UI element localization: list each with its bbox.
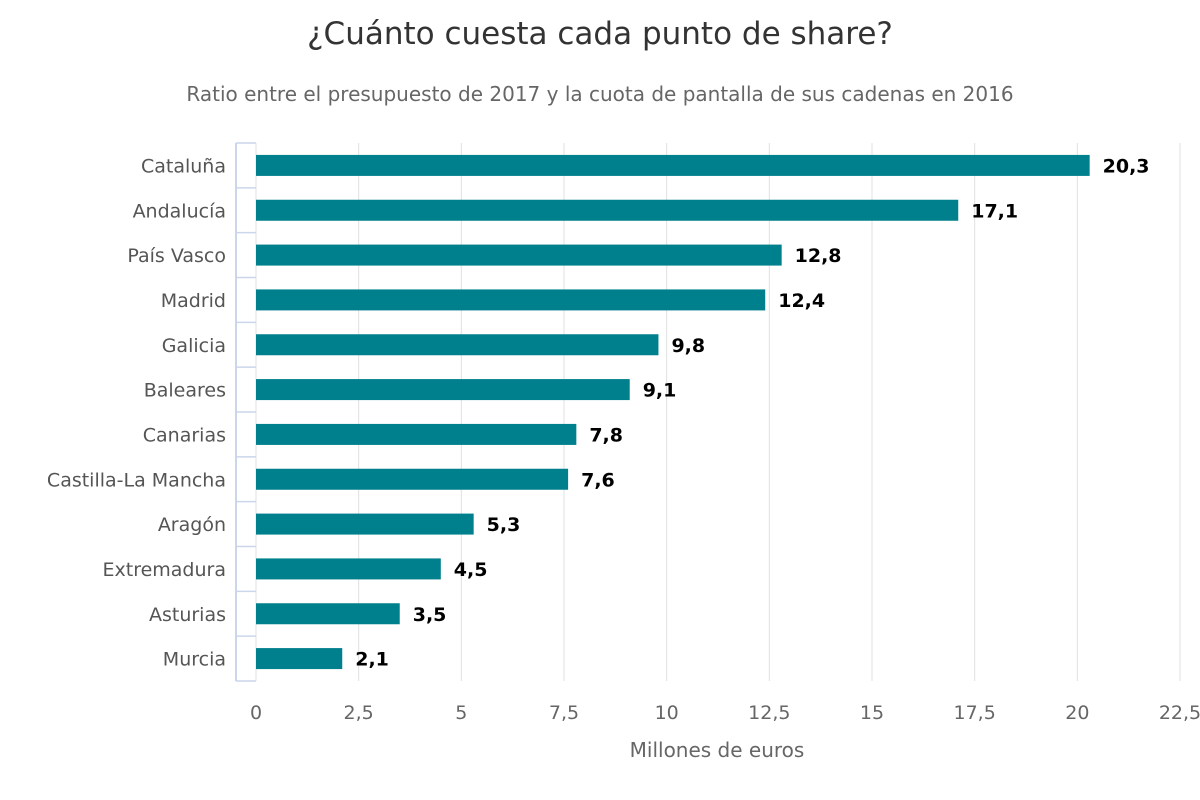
bar bbox=[256, 289, 766, 311]
category-label: Extremadura bbox=[103, 559, 227, 581]
category-label: Galicia bbox=[162, 335, 226, 357]
x-axis-title: Millones de euros bbox=[630, 738, 805, 762]
category-label: Andalucía bbox=[133, 200, 226, 222]
category-labels: Cataluña Andalucía País Vasco Madrid Galicia… bbox=[47, 155, 226, 670]
x-tick-label: 0 bbox=[250, 702, 262, 724]
category-axis bbox=[235, 142, 256, 682]
chart-title: ¿Cuánto cuesta cada punto de share? bbox=[307, 16, 893, 52]
data-label: 3,5 bbox=[413, 604, 447, 626]
bar bbox=[256, 154, 1090, 176]
category-label: País Vasco bbox=[127, 245, 226, 267]
category-label: Canarias bbox=[143, 424, 226, 446]
x-tick-label: 10 bbox=[655, 702, 679, 724]
category-label: Cataluña bbox=[141, 155, 226, 177]
data-label: 2,1 bbox=[355, 649, 389, 671]
bar bbox=[256, 558, 441, 580]
bar bbox=[256, 648, 343, 670]
data-label: 7,6 bbox=[581, 469, 615, 491]
category-label: Castilla-La Mancha bbox=[47, 469, 226, 491]
category-label: Aragón bbox=[158, 514, 226, 536]
x-tick-label: 17,5 bbox=[954, 702, 996, 724]
category-label: Asturias bbox=[149, 604, 226, 626]
bar bbox=[256, 468, 569, 490]
data-label: 5,3 bbox=[487, 514, 521, 536]
data-label: 9,1 bbox=[643, 380, 677, 402]
category-label: Baleares bbox=[144, 380, 226, 402]
chart-subtitle: Ratio entre el presupuesto de 2017 y la … bbox=[186, 82, 1014, 106]
x-tick-label: 5 bbox=[455, 702, 467, 724]
x-tick-label: 20 bbox=[1065, 702, 1089, 724]
bar bbox=[256, 199, 959, 221]
grid-lines bbox=[255, 143, 1181, 681]
data-label: 9,8 bbox=[671, 335, 705, 357]
bar bbox=[256, 513, 474, 535]
bars bbox=[256, 154, 1090, 670]
x-tick-label: 12,5 bbox=[748, 702, 790, 724]
x-tick-labels: 0 2,5 5 7,5 10 12,5 15 17,5 20 22,5 bbox=[250, 702, 1200, 724]
x-tick-label: 7,5 bbox=[549, 702, 579, 724]
data-labels: 20,3 17,1 12,8 12,4 9,8 9,1 7,8 7,6 5,3 4,5 3,5 2,1 bbox=[355, 155, 1149, 670]
bar bbox=[256, 603, 400, 625]
category-label: Madrid bbox=[161, 290, 226, 312]
bar bbox=[256, 423, 577, 445]
data-label: 12,8 bbox=[795, 245, 842, 267]
data-label: 20,3 bbox=[1103, 155, 1150, 177]
data-label: 12,4 bbox=[778, 290, 825, 312]
category-label: Murcia bbox=[163, 649, 226, 671]
x-tick-label: 15 bbox=[860, 702, 884, 724]
data-label: 17,1 bbox=[971, 200, 1018, 222]
data-label: 7,8 bbox=[589, 424, 623, 446]
bar bbox=[256, 334, 659, 356]
x-tick-label: 22,5 bbox=[1159, 702, 1200, 724]
bar bbox=[256, 244, 782, 266]
x-tick-label: 2,5 bbox=[344, 702, 374, 724]
bar bbox=[256, 379, 630, 401]
data-label: 4,5 bbox=[454, 559, 488, 581]
